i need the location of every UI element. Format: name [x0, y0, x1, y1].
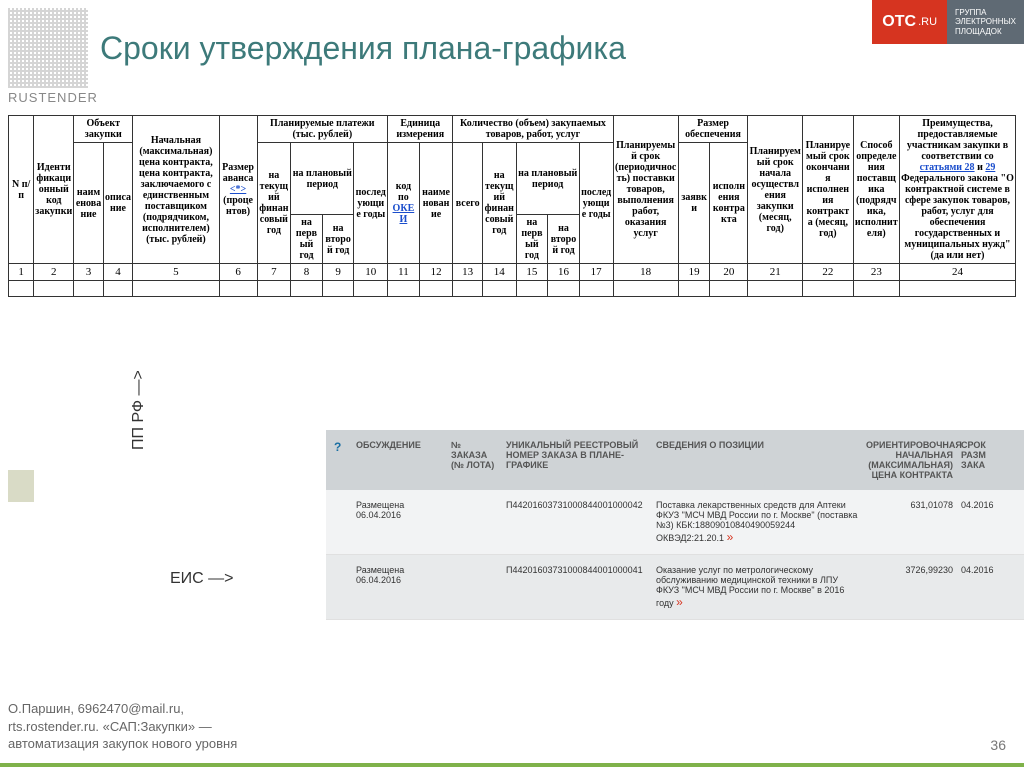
col-11-12: Единица измерения — [388, 116, 453, 143]
eis-header: ? ОБСУЖДЕНИЕ № ЗАКАЗА (№ ЛОТА) УНИКАЛЬНЫ… — [326, 430, 1024, 490]
number-row: 1 2 3 4 5 6 7 8 9 10 11 12 13 14 15 16 1… — [9, 264, 1016, 281]
otc-logo-block: OTC.RU ГРУППА ЭЛЕКТРОННЫХ ПЛОЩАДОК — [872, 0, 1024, 44]
col-24: Преимущества, предоставляемые участникам… — [899, 116, 1015, 264]
eis-row[interactable]: Размещена 06.04.2016 П442016037310008440… — [326, 555, 1024, 620]
col-13-17: Количество (объем) закупаемых товаров, р… — [453, 116, 613, 143]
page-title: Сроки утверждения плана-графика — [100, 30, 626, 67]
col-6: Размер аванса <*> (процентов) — [219, 116, 257, 264]
footer-credits: О.Паршин, 6962470@mail.ru, rts.rostender… — [8, 700, 237, 753]
arrow-pp-rf: ПП РФ —> — [130, 370, 148, 450]
col-22: Планируемый срок окончания исполнения ко… — [803, 116, 854, 264]
link-art29[interactable]: 29 — [985, 162, 995, 173]
link-asterisk[interactable]: <*> — [230, 184, 246, 195]
page-number: 36 — [990, 737, 1006, 753]
otc-logo: OTC.RU — [872, 0, 947, 44]
col-1: N п/п — [9, 116, 34, 264]
chevron-down-icon[interactable]: » — [727, 530, 734, 544]
otc-ru: .RU — [918, 16, 937, 28]
otc-text: OTC — [882, 13, 916, 31]
col-21: Планируемый срок начала осуществления за… — [748, 116, 803, 264]
otc-subtitle: ГРУППА ЭЛЕКТРОННЫХ ПЛОЩАДОК — [947, 0, 1024, 44]
col-7-10: Планируемые платежи (тыс. рублей) — [257, 116, 388, 143]
plan-table: N п/п Идентификационный код закупки Объе… — [8, 115, 1016, 297]
col-3-4: Объект закупки — [74, 116, 133, 143]
header-row-1: N п/п Идентификационный код закупки Объе… — [9, 116, 1016, 143]
green-badge-decor — [8, 470, 34, 502]
col-2: Идентификационный код закупки — [34, 116, 74, 264]
col-23: Способ определения поставщика (подрядчик… — [853, 116, 899, 264]
eis-row[interactable]: Размещена 06.04.2016 П442016037310008440… — [326, 490, 1024, 555]
help-icon[interactable]: ? — [330, 438, 352, 482]
qr-code-decor — [8, 8, 88, 88]
empty-row — [9, 281, 1016, 297]
col-19-20: Размер обеспечения — [678, 116, 748, 143]
rustender-logo: RUSTENDER — [8, 90, 98, 105]
col-5: Начальная (максимальная) цена контракта,… — [133, 116, 219, 264]
green-bar-decor — [0, 763, 1024, 767]
col-18: Планируемый срок (периодичность) поставк… — [613, 116, 678, 264]
link-okei[interactable]: ОКЕИ — [393, 203, 415, 225]
eis-panel: ? ОБСУЖДЕНИЕ № ЗАКАЗА (№ ЛОТА) УНИКАЛЬНЫ… — [326, 430, 1024, 620]
arrow-eis: ЕИС —> — [170, 570, 234, 588]
link-art28[interactable]: статьями 28 — [920, 162, 975, 173]
chevron-down-icon[interactable]: » — [676, 595, 683, 609]
